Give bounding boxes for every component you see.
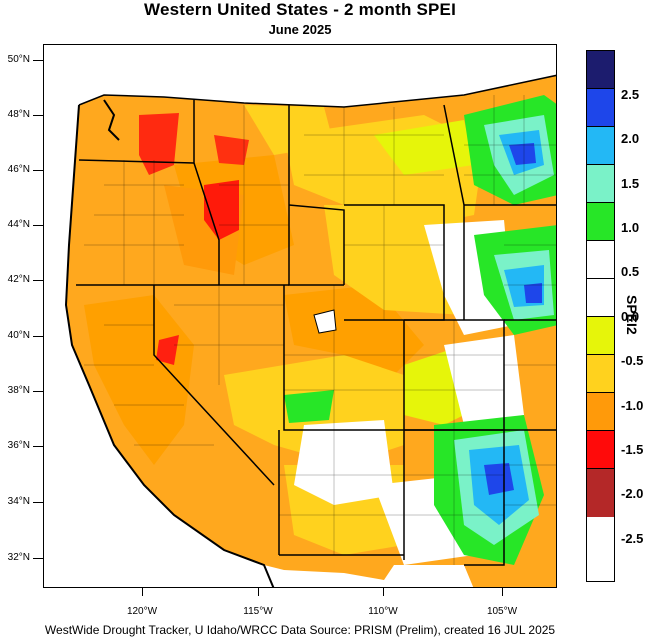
lon-tick	[502, 588, 503, 596]
lon-label-120w: 120°W	[126, 606, 158, 617]
colorbar	[586, 50, 615, 582]
colorbar-label: 0.0	[621, 309, 640, 324]
colorbar-label: 0.5	[621, 264, 640, 279]
lat-label-46: 46°N	[7, 164, 30, 175]
lon-label-115w: 115°W	[243, 606, 273, 617]
colorbar-segment	[587, 393, 614, 431]
map-subtitle: June 2025	[268, 22, 332, 37]
colorbar-label: -2.5	[621, 531, 644, 546]
lon-label-110w: 110°W	[368, 606, 398, 617]
colorbar-segment	[587, 279, 614, 317]
lat-label-36: 36°N	[7, 440, 30, 451]
colorbar-segment	[587, 431, 614, 469]
lon-tick	[142, 588, 143, 596]
colorbar-label: -1.5	[621, 442, 644, 457]
colorbar-label: 1.0	[621, 220, 640, 235]
lat-label-44: 44°N	[7, 219, 30, 230]
lat-tick	[33, 60, 43, 61]
lat-tick	[33, 502, 43, 503]
lat-label-40: 40°N	[7, 330, 30, 341]
colorbar-segment	[587, 469, 614, 517]
colorbar-segment	[587, 203, 614, 241]
colorbar-label: 2.5	[621, 87, 640, 102]
map-title: Western United States - 2 month SPEI	[144, 0, 456, 19]
footer-credit: WestWide Drought Tracker, U Idaho/WRCC D…	[44, 623, 556, 637]
colorbar-title: SPEI2	[624, 295, 640, 335]
lon-tick	[383, 588, 384, 596]
spei-map	[43, 44, 557, 588]
lon-tick	[258, 588, 259, 596]
lat-label-32: 32°N	[7, 552, 30, 563]
map-canvas	[44, 45, 556, 587]
lat-label-42: 42°N	[7, 274, 30, 285]
lat-tick	[33, 558, 43, 559]
colorbar-label: 1.5	[621, 176, 640, 191]
lat-tick	[33, 225, 43, 226]
colorbar-label: -2.0	[621, 486, 644, 501]
lat-label-38: 38°N	[7, 385, 30, 396]
colorbar-label: -1.0	[621, 398, 644, 413]
lat-label-48: 48°N	[7, 109, 30, 120]
lat-tick	[33, 446, 43, 447]
colorbar-segment	[587, 355, 614, 393]
lat-tick	[33, 336, 43, 337]
lat-tick	[33, 170, 43, 171]
colorbar-segment	[587, 51, 614, 89]
colorbar-segment	[587, 165, 614, 203]
lat-tick	[33, 391, 43, 392]
lat-tick	[33, 280, 43, 281]
colorbar-segment	[587, 317, 614, 355]
colorbar-label: 2.0	[621, 131, 640, 146]
lat-tick	[33, 115, 43, 116]
colorbar-label: -0.5	[621, 353, 644, 368]
colorbar-segment	[587, 127, 614, 165]
colorbar-segment	[587, 241, 614, 279]
lon-label-105w: 105°W	[486, 606, 518, 617]
lat-label-50: 50°N	[7, 54, 30, 65]
lat-label-34: 34°N	[7, 496, 30, 507]
colorbar-segment	[587, 89, 614, 127]
